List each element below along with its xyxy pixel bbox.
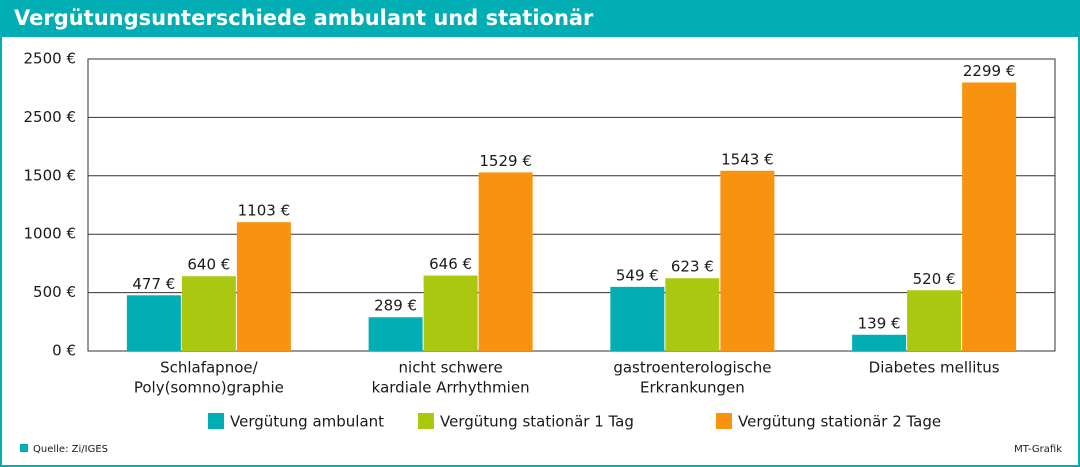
y-tick-label: 500 € bbox=[33, 283, 76, 301]
y-tick-label: 1000 € bbox=[24, 225, 77, 243]
value-label: 289 € bbox=[374, 297, 417, 315]
bar bbox=[478, 172, 533, 351]
x-tick-label: Schlafapnoe/ bbox=[160, 359, 259, 377]
legend-swatch bbox=[418, 413, 434, 429]
value-label: 1543 € bbox=[721, 150, 774, 168]
value-label: 1103 € bbox=[238, 202, 291, 220]
y-tick-label: 2500 € bbox=[24, 50, 77, 68]
bar bbox=[852, 334, 907, 351]
legend-label: Vergütung stationär 2 Tage bbox=[738, 413, 941, 431]
legend-swatch bbox=[716, 413, 732, 429]
legend-swatch bbox=[208, 413, 224, 429]
value-label: 477 € bbox=[132, 275, 175, 293]
bar bbox=[368, 317, 423, 351]
legend-label: Vergütung stationär 1 Tag bbox=[440, 413, 634, 431]
x-tick-label: nicht schwere bbox=[399, 359, 503, 377]
value-label: 2299 € bbox=[963, 62, 1016, 80]
bar bbox=[181, 276, 236, 351]
value-label: 549 € bbox=[616, 266, 659, 284]
bar bbox=[720, 170, 775, 351]
header-bar bbox=[0, 0, 1080, 35]
value-label: 1529 € bbox=[479, 152, 532, 170]
credit: MT-Grafik bbox=[1014, 444, 1062, 455]
value-label: 623 € bbox=[671, 258, 714, 276]
x-tick-label: Diabetes mellitus bbox=[869, 359, 1000, 377]
bar bbox=[665, 278, 720, 351]
bar bbox=[126, 295, 181, 351]
source-icon bbox=[20, 444, 28, 452]
y-tick-label: 1500 € bbox=[24, 166, 77, 184]
value-label: 139 € bbox=[858, 314, 901, 332]
x-tick-label: gastroenterologische bbox=[613, 359, 771, 377]
bar bbox=[423, 275, 478, 351]
value-label: 520 € bbox=[913, 270, 956, 288]
chart-title: Vergütungsunterschiede ambulant und stat… bbox=[14, 6, 594, 30]
x-tick-label: Erkrankungen bbox=[640, 379, 745, 397]
bar bbox=[610, 286, 665, 351]
legend-label: Vergütung ambulant bbox=[230, 413, 384, 431]
frame bbox=[0, 35, 1080, 467]
x-tick-label: kardiale Arrhythmien bbox=[372, 379, 530, 397]
value-label: 640 € bbox=[187, 256, 230, 274]
value-label: 646 € bbox=[429, 255, 472, 273]
bar bbox=[907, 290, 962, 351]
y-tick-label: 0 € bbox=[52, 342, 76, 360]
bar bbox=[236, 222, 291, 351]
y-tick-label: 2500 € bbox=[24, 108, 77, 126]
x-tick-label: Poly(somno)graphie bbox=[134, 379, 284, 397]
source: Quelle: Zi/IGES bbox=[33, 444, 108, 455]
bar bbox=[962, 82, 1017, 351]
